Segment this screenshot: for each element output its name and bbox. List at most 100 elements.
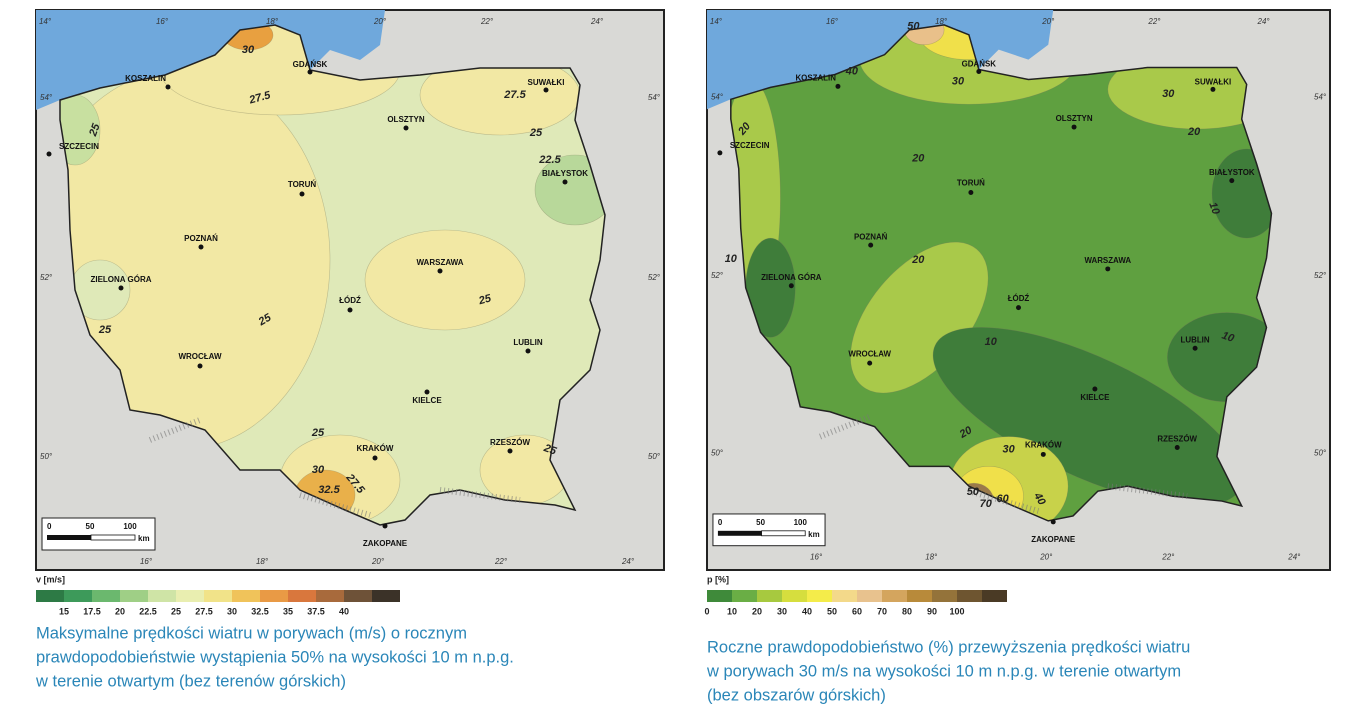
- city-dot: [1016, 305, 1021, 311]
- city-label: KOSZALIN: [125, 74, 166, 83]
- legend-swatch: [148, 590, 176, 602]
- legend-swatch: [957, 590, 982, 602]
- legend-title: v [m/s]: [36, 574, 65, 584]
- city-label: SZCZECIN: [730, 141, 770, 150]
- city-dot: [403, 125, 409, 131]
- legend-label: 100: [949, 606, 964, 616]
- city-dot: [424, 389, 430, 395]
- longitude-label: 16°: [810, 553, 822, 562]
- city-dot: [1050, 519, 1056, 525]
- city-label: KRAKÓW: [1025, 441, 1062, 450]
- legend-swatch: [857, 590, 882, 602]
- city-label: LUBLIN: [513, 338, 543, 347]
- city-label: WARSZAWA: [416, 258, 463, 267]
- legend-label: 32.5: [251, 606, 269, 616]
- contour-label: 10: [985, 336, 997, 348]
- city-dot: [118, 285, 124, 291]
- city-label: ZIELONA GÓRA: [90, 275, 151, 284]
- latitude-label: 52°: [40, 273, 53, 282]
- city-dot: [717, 150, 723, 156]
- scale-unit: km: [138, 534, 150, 543]
- latitude-label: 54°: [711, 92, 723, 101]
- city-label: ŁÓDŹ: [339, 296, 361, 305]
- city-dot: [1192, 345, 1198, 351]
- contour-label: 50: [967, 486, 979, 498]
- legend-swatch: [260, 590, 288, 602]
- city-dot: [1071, 124, 1077, 130]
- legend-swatch: [344, 590, 372, 602]
- contour-label: 30: [312, 464, 325, 476]
- city-label: BIAŁYSTOK: [542, 169, 588, 178]
- city-dot: [788, 283, 794, 289]
- latitude-label: 50°: [1314, 449, 1326, 458]
- legend-swatch: [120, 590, 148, 602]
- city-dot: [1092, 386, 1098, 392]
- legend-swatch: [907, 590, 932, 602]
- city-label: WROCŁAW: [178, 352, 222, 361]
- scale-bar: [90, 534, 136, 541]
- sea: [707, 10, 1054, 110]
- contour-label: 32.5: [318, 484, 340, 496]
- latitude-label: 54°: [1314, 92, 1326, 101]
- scale-bar: [47, 535, 91, 540]
- legend-label: 60: [852, 606, 862, 616]
- city-dot: [372, 455, 378, 461]
- legend-label: 30: [227, 606, 237, 616]
- contour-label: 25: [541, 442, 558, 458]
- city-label: POZNAŃ: [854, 232, 888, 241]
- city-label: RZESZÓW: [1157, 435, 1197, 444]
- city-dot: [197, 363, 203, 369]
- scale-label: 50: [86, 522, 95, 531]
- longitude-label: 24°: [621, 557, 635, 566]
- city-dot: [525, 348, 531, 354]
- city-dot: [507, 448, 513, 454]
- latitude-label: 54°: [40, 93, 53, 102]
- city-label: TORUŃ: [957, 179, 985, 188]
- city-label: WROCŁAW: [848, 349, 891, 358]
- legend-label: 37.5: [307, 606, 325, 616]
- map: 14° 16° 18° 20° 22° 24° 16° 18° 20° 22° 24° 54° 54° 5…: [707, 10, 1326, 562]
- legend-label: 70: [877, 606, 887, 616]
- city-dot: [165, 84, 171, 90]
- city-dot: [382, 523, 388, 529]
- latitude-label: 50°: [648, 452, 661, 461]
- map-panel: 14° 16° 18° 20° 22° 24° 16° 18° 20° 22° 24° 54° 54° 5…: [704, 9, 1331, 704]
- legend-swatch: [176, 590, 204, 602]
- legend-label: 40: [802, 606, 812, 616]
- city-label: ZAKOPANE: [363, 539, 408, 548]
- longitude-label: 14°: [710, 17, 722, 26]
- latitude-label: 50°: [40, 452, 53, 461]
- city-dot: [543, 87, 549, 93]
- city-label: KIELCE: [412, 396, 442, 405]
- city-label: ZAKOPANE: [1031, 535, 1075, 544]
- scale-label: 50: [756, 518, 765, 527]
- city-label: GDAŃSK: [293, 60, 328, 69]
- contour-label: 50: [907, 21, 919, 33]
- caption-line: w porywach 30 m/s na wysokości 10 m n.p.…: [706, 662, 1181, 680]
- city-dot: [968, 190, 974, 196]
- map: 14° 16° 18° 20° 22° 24° 16° 18° 20° 22° 24° 54° 54° 5…: [36, 10, 661, 566]
- city-dot: [46, 151, 52, 157]
- city-dot: [347, 307, 353, 313]
- caption-line: (bez obszarów górskich): [707, 686, 886, 704]
- city-dot: [562, 179, 568, 185]
- contour-label: 27.5: [503, 89, 526, 101]
- contour-label: 20: [1187, 126, 1200, 138]
- latitude-label: 52°: [1314, 271, 1326, 280]
- caption-line: Roczne prawdopodobieństwo (%) przewyższe…: [707, 638, 1190, 656]
- longitude-label: 20°: [373, 17, 387, 26]
- legend-swatch: [882, 590, 907, 602]
- contour-label: 20: [957, 424, 974, 441]
- longitude-label: 22°: [1147, 17, 1160, 26]
- contour-label: 22.5: [538, 154, 561, 166]
- scale-label: 0: [47, 522, 52, 531]
- contour-label: 60: [997, 493, 1009, 505]
- scale-box: [712, 513, 826, 547]
- longitude-label: 16°: [140, 557, 153, 566]
- legend-label: 17.5: [83, 606, 101, 616]
- longitude-label: 18°: [935, 17, 947, 26]
- scale-unit: km: [808, 530, 819, 539]
- mountain-hatch: [299, 492, 371, 518]
- legend-label: 90: [927, 606, 937, 616]
